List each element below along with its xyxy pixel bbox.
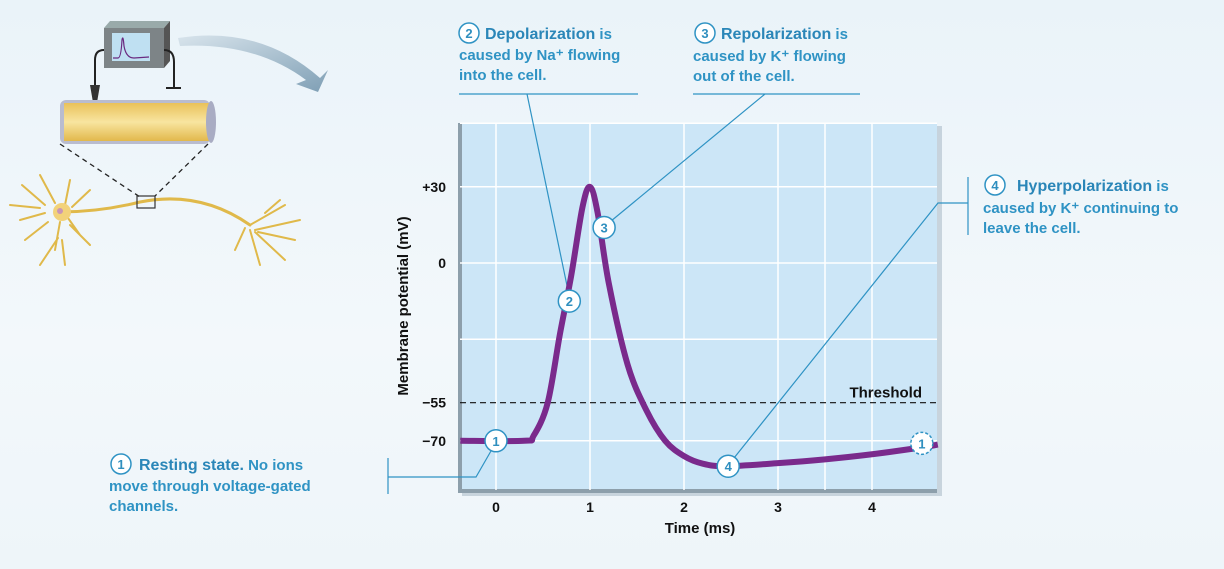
svg-text:Resting state. No ions: Resting state. No ions bbox=[139, 457, 303, 474]
x-tick-label: 2 bbox=[680, 499, 688, 515]
svg-text:2: 2 bbox=[465, 26, 472, 41]
threshold-label: Threshold bbox=[849, 385, 922, 402]
y-tick-label: −55 bbox=[422, 395, 446, 411]
x-tick-label: 4 bbox=[868, 499, 876, 515]
svg-text:Depolarization is: Depolarization is bbox=[485, 26, 612, 43]
stage-number: 3 bbox=[600, 220, 607, 235]
chart: Threshold 0 1 2 3 4 +30 0 −55 −70 Membrane poten… bbox=[395, 122, 942, 537]
curved-arrow-icon bbox=[178, 35, 328, 92]
stage-number: 4 bbox=[725, 459, 733, 474]
svg-text:caused by K⁺ continuing to: caused by K⁺ continuing to bbox=[983, 200, 1178, 217]
annotation-hyperpolarization: 4 Hyperpolarization is caused by K⁺ cont… bbox=[983, 174, 1178, 237]
y-tick-label: +30 bbox=[422, 179, 446, 195]
x-tick-label: 3 bbox=[774, 499, 782, 515]
neuron-recording-illustration bbox=[9, 21, 328, 266]
y-tick-label: −70 bbox=[422, 433, 446, 449]
svg-text:leave the cell.: leave the cell. bbox=[983, 220, 1081, 237]
svg-text:move through voltage-gated: move through voltage-gated bbox=[109, 478, 311, 495]
stage-marker: 1 bbox=[910, 431, 934, 456]
stage-marker: 3 bbox=[592, 215, 616, 240]
x-axis-label: Time (ms) bbox=[665, 520, 736, 537]
stage-marker: 2 bbox=[557, 289, 582, 313]
svg-text:Hyperpolarization is: Hyperpolarization is bbox=[1017, 178, 1169, 195]
svg-text:3: 3 bbox=[701, 26, 708, 41]
svg-text:channels.: channels. bbox=[109, 498, 178, 515]
oscilloscope-icon bbox=[104, 21, 170, 68]
svg-text:into the cell.: into the cell. bbox=[459, 67, 547, 84]
y-axis-label: Membrane potential (mV) bbox=[395, 216, 412, 395]
svg-text:caused by K⁺ flowing: caused by K⁺ flowing bbox=[693, 48, 846, 65]
annotation-depolarization: 2 Depolarization is caused by Na⁺ flowin… bbox=[458, 22, 620, 84]
svg-text:out of the cell.: out of the cell. bbox=[693, 68, 795, 85]
svg-text:Repolarization is: Repolarization is bbox=[721, 26, 848, 43]
stage-number: 2 bbox=[566, 294, 573, 309]
action-potential-trace bbox=[460, 183, 939, 470]
annotation-repolarization: 3 Repolarization is caused by K⁺ flowing… bbox=[693, 22, 848, 85]
svg-text:1: 1 bbox=[117, 457, 124, 472]
y-tick-label: 0 bbox=[438, 255, 446, 271]
axon-segment bbox=[60, 100, 216, 144]
svg-text:caused by Na⁺ flowing: caused by Na⁺ flowing bbox=[459, 47, 620, 64]
stage-number: 1 bbox=[918, 436, 925, 451]
stage-marker: 1 bbox=[484, 429, 508, 453]
annotation-resting-state: 1 Resting state. No ions move through vo… bbox=[109, 453, 311, 515]
leader-lines bbox=[387, 93, 969, 494]
stage-number: 1 bbox=[492, 434, 499, 449]
x-tick-label: 0 bbox=[492, 499, 500, 515]
x-tick-label: 1 bbox=[586, 499, 594, 515]
stage-marker: 4 bbox=[716, 454, 740, 478]
neuron bbox=[9, 174, 301, 266]
svg-text:4: 4 bbox=[991, 178, 999, 193]
